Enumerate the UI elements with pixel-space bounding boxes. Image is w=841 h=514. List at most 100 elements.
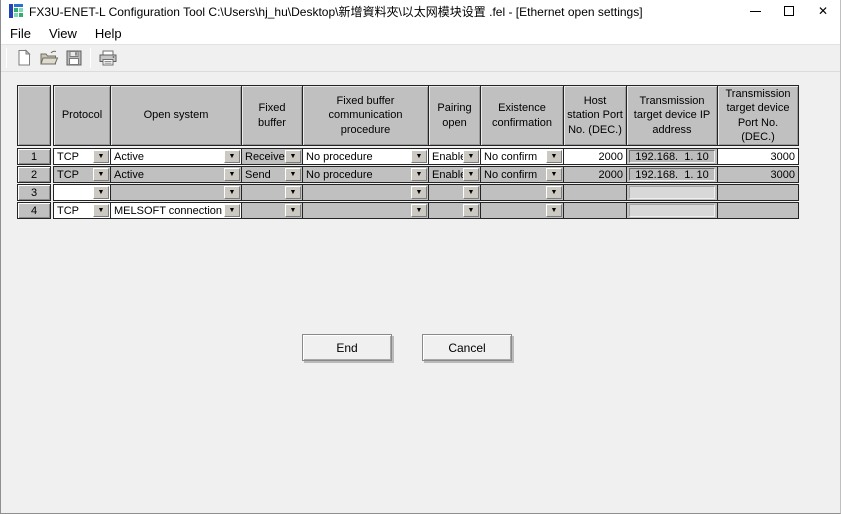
dropdown-arrow-icon[interactable]: ▼ [546,150,562,163]
window-title: FX3U-ENET-L Configuration Tool C:\Users\… [29,4,643,19]
dropdown-arrow-icon[interactable]: ▼ [463,168,479,181]
row4-fixed-buffer-combobox[interactable]: ▼ [241,202,303,219]
new-file-icon [18,49,31,66]
menu-bar: File View Help [1,22,840,44]
row3-protocol-combobox[interactable]: ▼ [53,184,111,201]
row4-target-ip-field[interactable] [626,202,718,219]
dropdown-arrow-icon[interactable]: ▼ [224,168,240,181]
row3-number: 3 [17,184,51,201]
dropdown-arrow-icon[interactable]: ▼ [411,186,427,199]
row1-target-ip-field[interactable]: 192.168. 1. 10 [626,148,718,165]
row2-target-port-field[interactable]: 3000 [717,166,799,183]
header-target-port: Transmission target device Port No. (DEC… [717,85,799,146]
row2-pairing-open-combobox[interactable]: Enable ▼ [428,166,481,183]
row4-number: 4 [17,202,51,219]
dropdown-arrow-icon[interactable]: ▼ [546,186,562,199]
menu-view[interactable]: View [48,25,77,41]
menu-file[interactable]: File [10,25,31,41]
toolbar-gripper [6,48,7,68]
new-file-button[interactable] [11,46,36,70]
dropdown-arrow-icon[interactable]: ▼ [463,150,479,163]
print-button[interactable] [95,46,120,70]
row3-pairing-open-combobox[interactable]: ▼ [428,184,481,201]
header-comm-procedure: Fixed buffer communication procedure [302,85,429,146]
close-button[interactable]: ✕ [806,0,840,22]
row2-fixed-buffer-combobox[interactable]: Send ▼ [241,166,303,183]
dropdown-arrow-icon[interactable]: ▼ [93,186,109,199]
minimize-icon [749,10,761,12]
dropdown-arrow-icon[interactable]: ▼ [411,168,427,181]
menu-help[interactable]: Help [94,25,122,41]
row1-host-port-field[interactable]: 2000 [563,148,627,165]
row1-open-system-combobox[interactable]: Active ▼ [110,148,242,165]
header-target-ip: Transmission target device IP address [626,85,718,146]
toolbar [1,44,840,72]
row1-protocol-combobox[interactable]: TCP ▼ [53,148,111,165]
row3-fixed-buffer-combobox[interactable]: ▼ [241,184,303,201]
save-button[interactable] [61,46,86,70]
row4-comm-procedure-combobox[interactable]: ▼ [302,202,429,219]
dropdown-arrow-icon[interactable]: ▼ [463,204,479,217]
save-icon [66,50,81,66]
row2-target-ip-field[interactable]: 192.168. 1. 10 [626,166,718,183]
row3-target-ip-field[interactable] [626,184,718,201]
maximize-button[interactable] [772,0,806,22]
close-icon: ✕ [817,4,829,18]
row4-open-system-combobox[interactable]: MELSOFT connection ▼ [110,202,242,219]
row2-comm-procedure-combobox[interactable]: No procedure ▼ [302,166,429,183]
dropdown-arrow-icon[interactable]: ▼ [224,150,240,163]
dropdown-arrow-icon[interactable]: ▼ [93,168,109,181]
app-icon [9,4,23,18]
dropdown-arrow-icon[interactable]: ▼ [285,204,301,217]
row4-protocol-combobox[interactable]: TCP ▼ [53,202,111,219]
header-fixed-buffer: Fixed buffer [241,85,303,146]
row4-target-port-field[interactable] [717,202,799,219]
dropdown-arrow-icon[interactable]: ▼ [285,168,301,181]
dropdown-arrow-icon[interactable]: ▼ [93,204,109,217]
maximize-icon [784,6,794,16]
table-row: 4 TCP ▼ MELSOFT connection ▼ ▼ ▼ ▼ ▼ [17,202,799,219]
dropdown-arrow-icon[interactable]: ▼ [93,150,109,163]
open-settings-table: Protocol Open system Fixed buffer Fixed … [17,85,799,219]
minimize-button[interactable] [738,0,772,22]
row2-number: 2 [17,166,51,183]
dropdown-arrow-icon[interactable]: ▼ [546,204,562,217]
row3-comm-procedure-combobox[interactable]: ▼ [302,184,429,201]
row4-pairing-open-combobox[interactable]: ▼ [428,202,481,219]
row4-host-port-field[interactable] [563,202,627,219]
toolbar-separator [90,48,91,68]
row2-host-port-field[interactable]: 2000 [563,166,627,183]
cancel-button[interactable]: Cancel [422,334,512,361]
row1-existence-combobox[interactable]: No confirm ▼ [480,148,564,165]
dropdown-arrow-icon[interactable]: ▼ [546,168,562,181]
dropdown-arrow-icon[interactable]: ▼ [463,186,479,199]
dropdown-arrow-icon[interactable]: ▼ [411,204,427,217]
end-button[interactable]: End [302,334,392,361]
title-bar: FX3U-ENET-L Configuration Tool C:\Users\… [1,0,840,22]
row4-existence-combobox[interactable]: ▼ [480,202,564,219]
dropdown-arrow-icon[interactable]: ▼ [224,186,240,199]
table-row: 1 TCP ▼ Active ▼ Receive ▼ No procedure ▼ En… [17,148,799,165]
dropdown-arrow-icon[interactable]: ▼ [285,186,301,199]
header-existence-confirmation: Existence confirmation [480,85,564,146]
row3-host-port-field[interactable] [563,184,627,201]
row1-comm-procedure-combobox[interactable]: No procedure ▼ [302,148,429,165]
row2-open-system-combobox[interactable]: Active ▼ [110,166,242,183]
header-protocol: Protocol [53,85,111,146]
row1-fixed-buffer-combobox[interactable]: Receive ▼ [241,148,303,165]
dropdown-arrow-icon[interactable]: ▼ [411,150,427,163]
dropdown-arrow-icon[interactable]: ▼ [224,204,240,217]
corner-header-cell [17,85,51,146]
open-file-button[interactable] [36,46,61,70]
table-header-row: Protocol Open system Fixed buffer Fixed … [17,85,799,146]
dropdown-arrow-icon[interactable]: ▼ [285,150,301,163]
row2-protocol-combobox[interactable]: TCP ▼ [53,166,111,183]
row3-target-port-field[interactable] [717,184,799,201]
row2-existence-combobox[interactable]: No confirm ▼ [480,166,564,183]
row1-pairing-open-combobox[interactable]: Enable ▼ [428,148,481,165]
table-row: 3 ▼ ▼ ▼ ▼ ▼ ▼ [17,184,799,201]
row1-target-port-field[interactable]: 3000 [717,148,799,165]
row3-existence-combobox[interactable]: ▼ [480,184,564,201]
row3-open-system-combobox[interactable]: ▼ [110,184,242,201]
